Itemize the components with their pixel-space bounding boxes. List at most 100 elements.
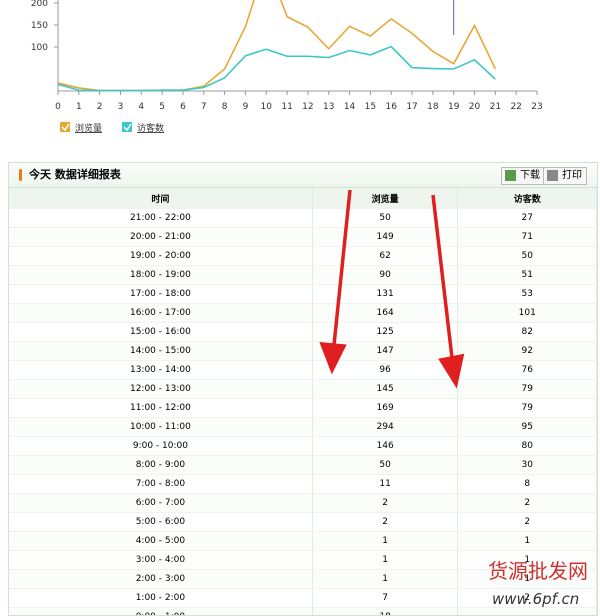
table-cell: 2	[312, 512, 459, 532]
table-cell: 18	[312, 607, 459, 615]
report-title: 今天 数据详细报表	[29, 168, 121, 181]
table-cell: 30	[457, 455, 597, 475]
table-cell: 164	[312, 303, 459, 323]
table-cell: 50	[312, 455, 459, 475]
table-cell: 125	[312, 322, 459, 342]
table-cell: 169	[312, 398, 459, 418]
legend-label: 浏览量	[75, 122, 102, 134]
column-header: 访客数	[457, 188, 597, 209]
x-tick-label: 19	[448, 102, 460, 112]
table-cell: 21:00 - 22:00	[9, 208, 313, 228]
table-cell: 2:00 - 3:00	[9, 569, 313, 589]
x-tick-label: 14	[344, 102, 356, 112]
table-cell: 3:00 - 4:00	[9, 550, 313, 570]
button-label: 下载	[520, 170, 540, 181]
table-cell: 80	[457, 436, 597, 456]
table-cell: 2	[457, 588, 597, 608]
table-cell: 1	[312, 550, 459, 570]
table-cell: 294	[312, 417, 459, 437]
table-cell: 11:00 - 12:00	[9, 398, 313, 418]
legend-swatch	[60, 122, 70, 132]
x-tick-label: 23	[531, 102, 542, 112]
table-cell: 53	[457, 284, 597, 304]
x-tick-label: 16	[385, 102, 397, 112]
table-cell: 2	[312, 493, 459, 513]
table-cell: 149	[312, 227, 459, 247]
table-cell: 8	[457, 474, 597, 494]
table-cell: 27	[457, 208, 597, 228]
table-cell: 7	[312, 588, 459, 608]
report-panel: 今天 数据详细报表 下载 打印 时间 浏览量 访客数 21:00 - 22:00 50 2…	[8, 162, 598, 616]
table-cell: 92	[457, 341, 597, 361]
table-row: 14:00 - 15:00 147 92	[9, 341, 597, 361]
table-row: 9:00 - 10:00 146 80	[9, 436, 597, 456]
y-tick-label: 200	[31, 0, 48, 9]
x-tick-label: 6	[180, 102, 186, 112]
table-row: 6:00 - 7:00 2 2	[9, 493, 597, 513]
legend-check	[123, 123, 132, 132]
table-cell: 4:00 - 5:00	[9, 531, 313, 551]
table-cell: 101	[457, 303, 597, 323]
table-cell: 2	[457, 512, 597, 532]
table-cell: 76	[457, 360, 597, 380]
table-row: 3:00 - 4:00 1 1	[9, 550, 597, 570]
button-label: 打印	[562, 170, 582, 181]
table-cell: 5:00 - 6:00	[9, 512, 313, 532]
column-header: 浏览量	[312, 188, 459, 209]
table-cell: 145	[312, 379, 459, 399]
report-table: 时间 浏览量 访客数 21:00 - 22:00 50 27 20:00 - 21:00 14…	[9, 188, 597, 615]
table-cell: 95	[457, 417, 597, 437]
x-tick-label: 2	[97, 102, 103, 112]
x-tick-label: 1	[76, 102, 82, 112]
table-row: 8:00 - 9:00 50 30	[9, 455, 597, 475]
table-row: 4:00 - 5:00 1 1	[9, 531, 597, 551]
table-cell: 8:00 - 9:00	[9, 455, 313, 475]
table-cell: 7:00 - 8:00	[9, 474, 313, 494]
table-row: 12:00 - 13:00 145 79	[9, 379, 597, 399]
x-tick-label: 20	[469, 102, 481, 112]
table-row: 21:00 - 22:00 50 27	[9, 208, 597, 228]
table-row: 20:00 - 21:00 149 71	[9, 227, 597, 247]
table-cell: 50	[457, 246, 597, 266]
table-row: 18:00 - 19:00 90 51	[9, 265, 597, 285]
x-tick-label: 11	[281, 102, 292, 112]
table-cell: 96	[312, 360, 459, 380]
x-tick-label: 10	[261, 102, 273, 112]
table-cell: 20:00 - 21:00	[9, 227, 313, 247]
table-cell: 11	[312, 474, 459, 494]
table-cell: 62	[312, 246, 459, 266]
download-button[interactable]: 下载	[501, 167, 545, 185]
table-cell: 18:00 - 19:00	[9, 265, 313, 285]
table-cell: 1	[457, 550, 597, 570]
table-row: 2:00 - 3:00 1 1	[9, 569, 597, 589]
series-line	[57, 0, 497, 92]
x-tick-label: 12	[302, 102, 313, 112]
table-cell: 147	[312, 341, 459, 361]
y-tick-label: 100	[31, 43, 48, 53]
legend-swatch	[122, 122, 132, 132]
table-row: 5:00 - 6:00 2 2	[9, 512, 597, 532]
table-cell: 1	[312, 569, 459, 589]
x-tick-label: 21	[490, 102, 501, 112]
table-cell: 1	[457, 531, 597, 551]
x-tick-label: 7	[201, 102, 207, 112]
table-cell: 16:00 - 17:00	[9, 303, 313, 323]
table-cell: 51	[457, 265, 597, 285]
table-cell: 79	[457, 398, 597, 418]
x-tick-label: 9	[243, 102, 249, 112]
table-cell: 9:00 - 10:00	[9, 436, 313, 456]
header-accent	[19, 169, 22, 181]
report-header: 今天 数据详细报表 下载 打印	[9, 163, 597, 188]
table-row: 1:00 - 2:00 7 2	[9, 588, 597, 608]
table-cell	[457, 607, 597, 615]
x-tick-label: 17	[406, 102, 417, 112]
table-cell: 15:00 - 16:00	[9, 322, 313, 342]
x-tick-label: 3	[118, 102, 124, 112]
table-cell: 90	[312, 265, 459, 285]
table-row: 15:00 - 16:00 125 82	[9, 322, 597, 342]
print-button[interactable]: 打印	[543, 167, 587, 185]
table-row: 10:00 - 11:00 294 95	[9, 417, 597, 437]
table-cell: 131	[312, 284, 459, 304]
x-tick-label: 4	[138, 102, 144, 112]
